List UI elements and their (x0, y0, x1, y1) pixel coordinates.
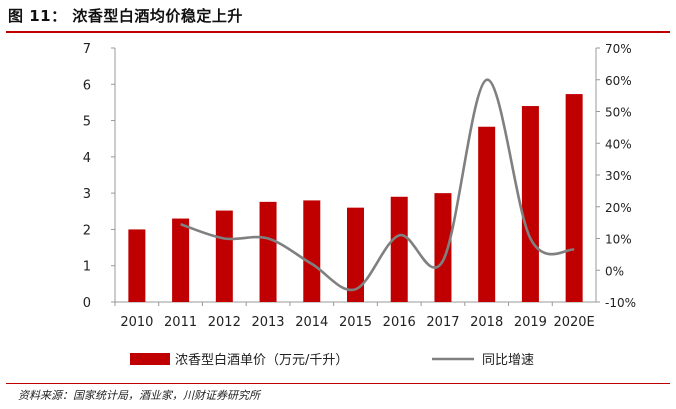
x-tick-label: 2017 (426, 315, 459, 330)
left-tick-label: 6 (83, 78, 91, 93)
right-tick-label: 50% (605, 106, 632, 120)
right-tick-label: 70% (605, 42, 632, 56)
chart-svg: 0 1 2 3 4 5 6 7 -10% 0% 10% 20% 30% 40% 50% 60% 70% 2010 2… (83, 42, 636, 368)
left-tick-label: 0 (83, 296, 91, 311)
left-tick-label: 5 (83, 115, 91, 130)
bar-2018 (478, 126, 496, 303)
x-tick-label: 2014 (295, 315, 328, 330)
bar-2012 (215, 210, 233, 302)
bar-2013 (259, 201, 277, 302)
left-tick-label: 4 (83, 151, 91, 166)
bar-2016 (390, 196, 408, 302)
bar-2020E (565, 94, 583, 302)
left-tick-label: 2 (83, 223, 91, 238)
x-tick-label: 2012 (208, 315, 241, 330)
chart-container: 0 1 2 3 4 5 6 7 -10% 0% 10% 20% 30% 40% 50% 60% 70% 2010 2… (0, 32, 676, 382)
x-tick-label: 2015 (339, 315, 372, 330)
x-tick-label: 2013 (251, 315, 284, 330)
right-tick-label: 20% (605, 201, 632, 215)
x-tick-label: 2010 (120, 315, 153, 330)
legend-line-label: 同比增速 (482, 353, 534, 368)
yoy-growth-line (180, 78, 575, 292)
title-rule (6, 31, 670, 33)
x-tick-label: 2018 (470, 315, 503, 330)
legend-bar-swatch (130, 353, 170, 365)
figure-title-bar: 图 11： 浓香型白酒均价稳定上升 (6, 2, 670, 33)
bar-2014 (303, 200, 321, 302)
left-tick-label: 3 (83, 187, 91, 202)
right-tick-label: 60% (605, 74, 632, 88)
right-tick-label: 40% (605, 137, 632, 151)
bar-2010 (128, 229, 146, 302)
bar-2015 (347, 207, 364, 302)
x-tick-label: 2016 (383, 315, 416, 330)
bar-2019 (521, 106, 539, 302)
bottom-rule (6, 383, 670, 384)
bar-2011 (172, 218, 190, 302)
bar-2017 (434, 193, 452, 302)
right-tick-label: 10% (605, 233, 632, 247)
right-tick-label: -10% (605, 296, 636, 310)
left-tick-label: 1 (83, 260, 91, 275)
legend-bar-label: 浓香型白酒单价（万元/千升） (175, 352, 348, 368)
source-note: 资料来源：国家统计局，酒业家，川财证券研究所 (18, 389, 260, 402)
x-tick-label: 2011 (164, 315, 197, 330)
right-tick-label: 0% (605, 264, 624, 278)
right-tick-label: 30% (605, 169, 632, 183)
figure-title: 图 11： 浓香型白酒均价稳定上升 (8, 7, 243, 25)
left-tick-label: 7 (83, 42, 91, 57)
x-tick-label: 2020E (553, 315, 594, 330)
x-tick-label: 2019 (514, 315, 547, 330)
